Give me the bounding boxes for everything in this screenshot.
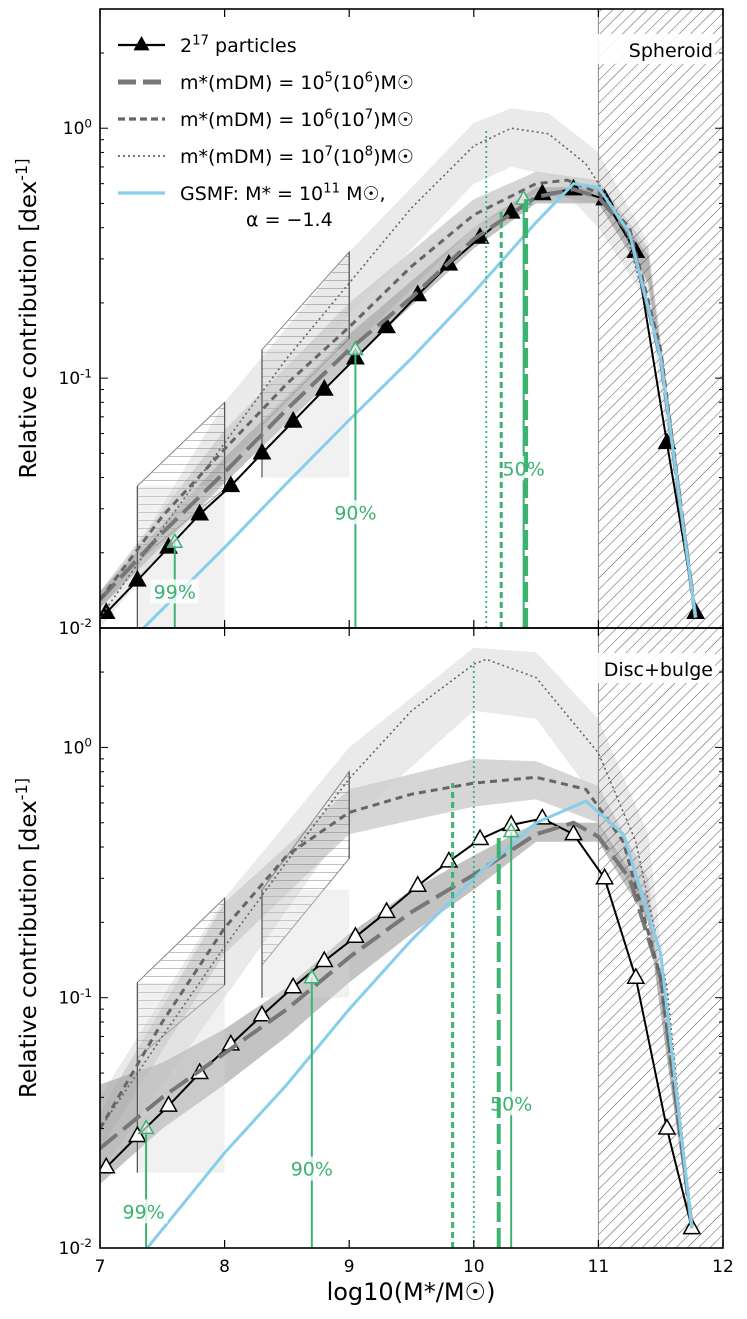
series-line xyxy=(100,658,693,1229)
data-point xyxy=(314,950,334,968)
x-tick-label: 9 xyxy=(344,1257,355,1277)
band-dark xyxy=(100,822,692,1238)
percentile-label: 99% xyxy=(154,581,196,603)
resolution-box-shade xyxy=(137,486,225,628)
percentile-label: 50% xyxy=(503,458,545,480)
panel-top: 99% 90% 50% 10-2 10-1 100 Spheroid Relative con… xyxy=(12,8,724,639)
resolution-box-shade xyxy=(261,349,350,478)
data-point xyxy=(127,1125,147,1143)
data-point xyxy=(283,411,303,428)
data-point xyxy=(377,901,396,919)
panel-title-bg xyxy=(591,34,715,64)
axes-frame xyxy=(99,627,724,1249)
y-axis-label: Relative contribution [dex-1] xyxy=(12,778,42,1098)
data-point xyxy=(657,1118,677,1135)
data-point xyxy=(470,828,490,846)
legend-label-m7: m*(mDM) = 107(108)M☉ xyxy=(180,144,414,168)
data-point xyxy=(377,316,396,334)
legend-label2-gsmf: α = −1.4 xyxy=(246,209,333,231)
x-tick-label: 7 xyxy=(95,1257,106,1277)
percentile-marker xyxy=(137,1119,155,1135)
data-point xyxy=(314,379,334,396)
series-line xyxy=(100,178,698,618)
x-tick-label: 8 xyxy=(219,1257,230,1277)
data-point xyxy=(190,503,210,521)
legend-marker xyxy=(133,36,150,51)
hatched-region xyxy=(597,628,723,1248)
plot-area-top: 99% 90% 50% xyxy=(100,9,723,628)
data-point xyxy=(564,823,583,841)
percentile-label-bg xyxy=(287,1156,336,1181)
legend-label-m5: m*(mDM) = 105(106)M☉ xyxy=(180,70,414,94)
band-light xyxy=(100,108,696,628)
series-line xyxy=(142,182,698,628)
series-line xyxy=(146,799,694,1248)
panel-title: Disc+bulge xyxy=(604,659,713,681)
percentile-label-bg xyxy=(487,1091,536,1116)
y-tick-label: 10-1 xyxy=(59,366,93,389)
percentile-label: 90% xyxy=(291,1159,333,1181)
percentile-label-bg xyxy=(150,579,199,604)
data-point xyxy=(439,851,459,868)
percentile-label: 50% xyxy=(490,1093,532,1115)
panel-title-bg xyxy=(591,653,715,683)
x-axis-label: log10(M*/M☉) xyxy=(327,1278,496,1306)
y-axis-label: Relative contribution [dex-1] xyxy=(12,158,42,478)
percentile-label-bg xyxy=(499,456,548,481)
resolution-box-shade xyxy=(137,982,225,1173)
percentile-label-bg xyxy=(119,1199,168,1224)
series-line xyxy=(100,775,694,1229)
y-tick-label: 10-1 xyxy=(59,986,93,1009)
plot-area-bottom: 99% 90% 50% xyxy=(100,628,723,1248)
data-point xyxy=(346,926,365,944)
panel-bottom: 99% 90% 50% 7 8 9 10 11 12 10-2 10-1 100 Disc+bulge R… xyxy=(12,627,734,1277)
percentile-marker xyxy=(502,822,520,838)
percentile-label: 90% xyxy=(334,502,376,524)
percentile-label-bg xyxy=(331,500,380,525)
legend: 217 particles m*(mDM) = 105(106)M☉ m*(mDM)… xyxy=(118,33,414,231)
data-point xyxy=(626,967,646,985)
y-tick-label: 100 xyxy=(63,116,92,139)
data-point xyxy=(408,875,428,892)
data-point xyxy=(100,1156,116,1174)
percentile-marker xyxy=(346,340,364,356)
legend-label-m6: m*(mDM) = 106(107)M☉ xyxy=(180,107,414,131)
data-point xyxy=(283,976,303,994)
legend-label-gsmf: GSMF: M* = 1011 M☉, xyxy=(180,181,386,205)
y-tick-label: 100 xyxy=(63,736,92,759)
x-tick-label: 10 xyxy=(463,1257,485,1277)
y-tick-label: 10-2 xyxy=(59,616,93,639)
panel-title: Spheroid xyxy=(629,40,713,62)
data-point xyxy=(127,569,147,587)
data-point xyxy=(221,475,241,493)
y-tick-label: 10-2 xyxy=(59,1236,93,1259)
series-line xyxy=(100,820,694,1229)
data-point xyxy=(159,1095,178,1112)
data-point xyxy=(595,867,615,885)
percentile-marker xyxy=(303,968,321,984)
x-tick-label: 12 xyxy=(712,1257,734,1277)
data-point xyxy=(252,442,272,460)
hatched-region xyxy=(597,9,723,628)
data-point xyxy=(252,1004,272,1022)
percentile-marker xyxy=(166,532,184,548)
data-point xyxy=(100,602,116,619)
legend-label-particles_2_17: 217 particles xyxy=(180,33,297,57)
percentile-label: 99% xyxy=(122,1201,164,1223)
x-tick-label: 11 xyxy=(588,1257,610,1277)
